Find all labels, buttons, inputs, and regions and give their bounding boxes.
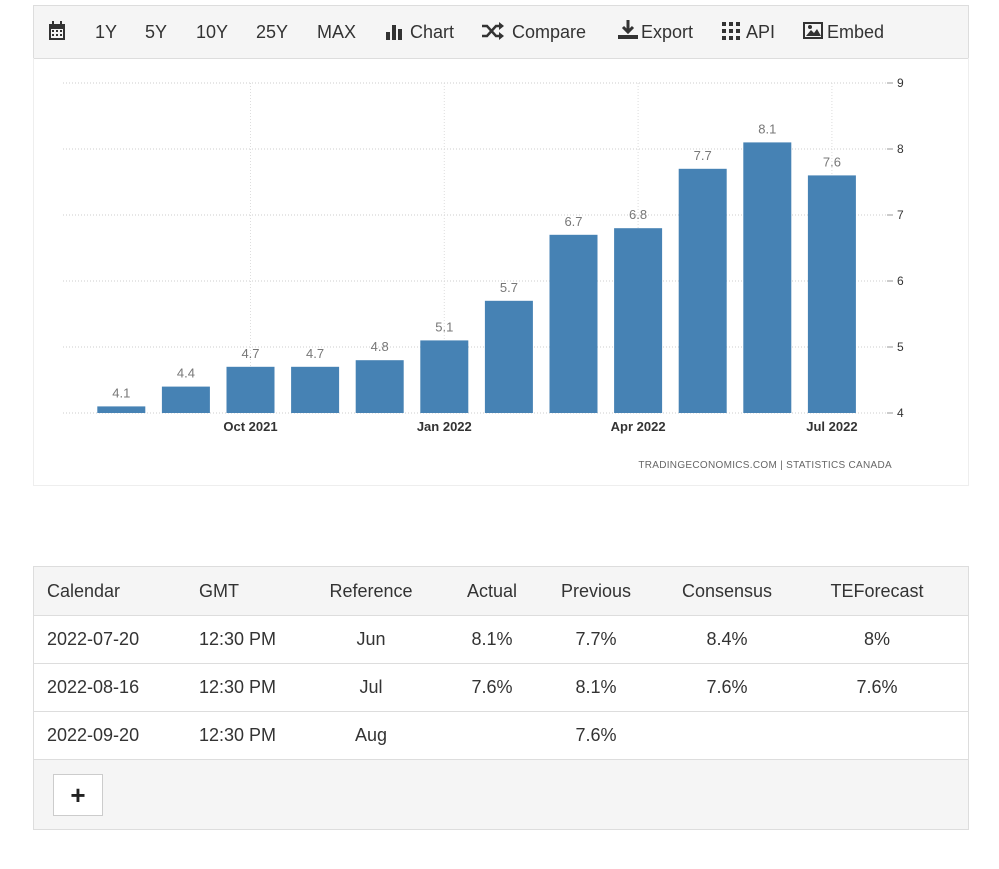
bar (355, 360, 404, 413)
bar (226, 366, 275, 413)
table-cell: 2022-07-20 (47, 629, 140, 649)
table-cell: 7.6% (575, 725, 617, 745)
toolbar-item[interactable]: API (746, 22, 776, 42)
value-label: 5.7 (500, 280, 518, 295)
table-cell: 8.1% (471, 629, 513, 649)
bar (549, 234, 598, 413)
header-cell: Actual (466, 581, 518, 601)
bar (420, 340, 469, 413)
source: TRADINGECONOMICS.COM | STATISTICS CANADA (638, 460, 892, 471)
value-label: 4.8 (371, 339, 389, 354)
value-label: 4.7 (306, 346, 324, 361)
value-label: 8.1 (758, 121, 776, 136)
y-tick-label: 6 (897, 274, 904, 288)
table-cell: 8.4% (706, 629, 748, 649)
y-tick-label: 5 (897, 340, 904, 354)
embed-icon (803, 22, 823, 39)
y-tick-label: 8 (897, 142, 904, 156)
value-label: 7.6 (823, 154, 841, 169)
toolbar-item[interactable]: 1Y (95, 22, 118, 42)
chart: TRADINGECONOMICS.COM | STATISTICS CANADA… (63, 76, 904, 471)
table-cell: 7.6% (471, 677, 513, 697)
calendar-icon[interactable] (48, 21, 66, 41)
value-label: 6.7 (564, 214, 582, 229)
table-cell: 8% (863, 629, 890, 649)
value-label: 4.7 (241, 346, 259, 361)
bar (291, 366, 340, 413)
calendar-table: + Calendar GMT Reference Actual Previous Cons… (33, 566, 969, 830)
value-label: 6.8 (629, 207, 647, 222)
bar (807, 175, 856, 413)
toolbar-item[interactable]: 25Y (256, 22, 289, 42)
x-tick-label: Apr 2022 (611, 419, 666, 434)
header-row: Calendar GMT Reference Actual Previous Consen… (34, 567, 968, 616)
value-label: 5.1 (435, 319, 453, 334)
api-icon (722, 22, 740, 40)
compare-icon (482, 22, 504, 40)
table-cell: Jul (359, 677, 383, 697)
toolbar-item[interactable]: Chart (410, 22, 455, 42)
export-icon (618, 20, 638, 39)
header-cell: Previous (560, 581, 632, 601)
header-cell: Calendar (47, 581, 121, 601)
table-row: 2022-08-16 12:30 PM Jul 7.6% 8.1% 7.6% 7.6% (34, 663, 968, 712)
x-tick-label: Jan 2022 (417, 419, 472, 434)
table-footer: + (34, 759, 968, 829)
add-button[interactable]: + (53, 774, 103, 816)
table-row: 2022-09-20 12:30 PM Aug 7.6% (34, 711, 968, 760)
table-cell: 12:30 PM (199, 725, 277, 745)
table-cell: 12:30 PM (199, 629, 277, 649)
toolbar-item[interactable]: Export (641, 22, 694, 42)
chart-icon (386, 25, 402, 40)
value-label: 4.4 (177, 366, 195, 381)
y-tick-label: 7 (897, 208, 904, 222)
bar (161, 386, 210, 413)
table-cell: 7.7% (575, 629, 617, 649)
toolbar: 1Y 5Y 10Y 25Y MAX Chart Compare Export API Embed (33, 5, 969, 59)
toolbar-item[interactable]: 10Y (196, 22, 229, 42)
x-tick-label: Jul 2022 (806, 419, 857, 434)
table-cell: 2022-09-20 (47, 725, 140, 745)
table-cell: Aug (354, 725, 388, 745)
bar (484, 300, 533, 413)
toolbar-item[interactable]: Compare (512, 22, 587, 42)
header-cell: GMT (199, 581, 239, 601)
table-cell: 8.1% (575, 677, 617, 697)
chart-panel: TRADINGECONOMICS.COM | STATISTICS CANADA… (33, 58, 969, 486)
header-cell: Consensus (681, 581, 773, 601)
table-row: 2022-07-20 12:30 PM Jun 8.1% 7.7% 8.4% 8% (34, 615, 968, 664)
bar (743, 142, 792, 413)
bar (678, 168, 727, 413)
y-tick-label: 4 (897, 406, 904, 420)
table-cell: 7.6% (706, 677, 748, 697)
table-cell: 12:30 PM (199, 677, 277, 697)
x-tick-label: Oct 2021 (223, 419, 277, 434)
y-tick-label: 9 (897, 76, 904, 90)
table-cell: 2022-08-16 (47, 677, 140, 697)
bar (614, 228, 663, 413)
toolbar-item[interactable]: 5Y (145, 22, 168, 42)
table-cell: 7.6% (856, 677, 898, 697)
bar (97, 406, 146, 413)
header-cell: Reference (329, 581, 413, 601)
header-cell: TEForecast (830, 581, 924, 601)
toolbar-item[interactable]: Embed (827, 22, 885, 42)
table-cell: Jun (356, 629, 386, 649)
value-label: 4.1 (112, 385, 130, 400)
value-label: 7.7 (694, 148, 712, 163)
toolbar-item[interactable]: MAX (317, 22, 357, 42)
